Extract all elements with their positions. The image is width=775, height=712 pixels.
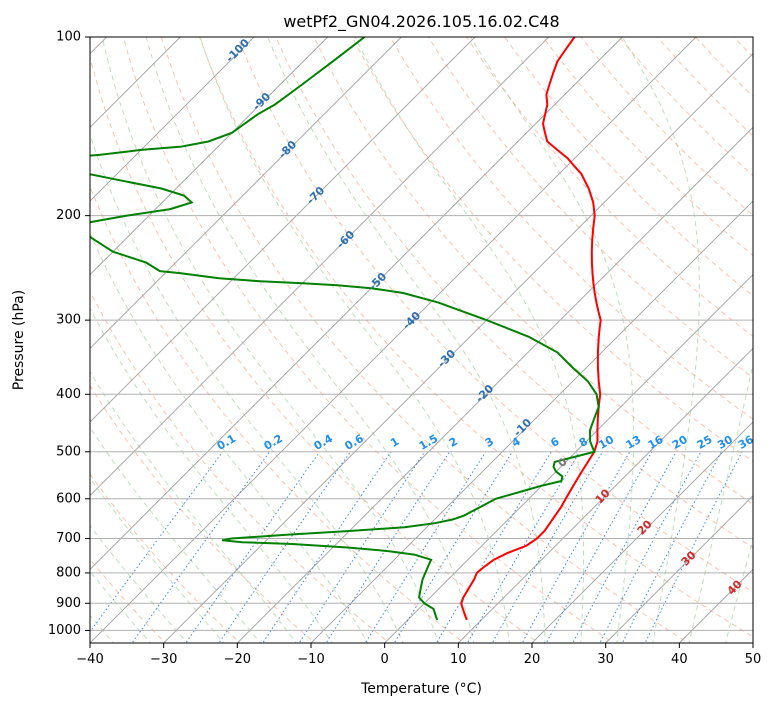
y-tick-label: 500: [56, 444, 81, 459]
y-tick-label: 300: [56, 313, 81, 328]
x-tick-label: 20: [524, 652, 541, 667]
y-tick-label: 600: [56, 491, 81, 506]
x-axis-label: Temperature (°C): [360, 681, 482, 697]
x-tick-label: −10: [297, 652, 324, 667]
x-tick-label: 50: [745, 652, 762, 667]
x-tick-label: 30: [597, 652, 614, 667]
x-tick-label: −20: [224, 652, 251, 667]
y-tick-label: 100: [56, 30, 81, 45]
y-tick-label: 800: [56, 565, 81, 580]
chart-title: wetPf2_GN04.2026.105.16.02.C48: [283, 12, 559, 32]
y-axis-label: Pressure (hPa): [11, 290, 27, 390]
x-tick-label: 40: [671, 652, 688, 667]
y-tick-label: 1000: [48, 623, 81, 638]
y-tick-label: 400: [56, 387, 81, 402]
x-tick-label: 0: [381, 652, 389, 667]
x-tick-label: −40: [76, 652, 103, 667]
y-tick-label: 700: [56, 531, 81, 546]
y-tick-label: 900: [56, 596, 81, 611]
x-tick-label: −30: [150, 652, 177, 667]
x-tick-label: 10: [450, 652, 467, 667]
y-tick-label: 200: [56, 208, 81, 223]
